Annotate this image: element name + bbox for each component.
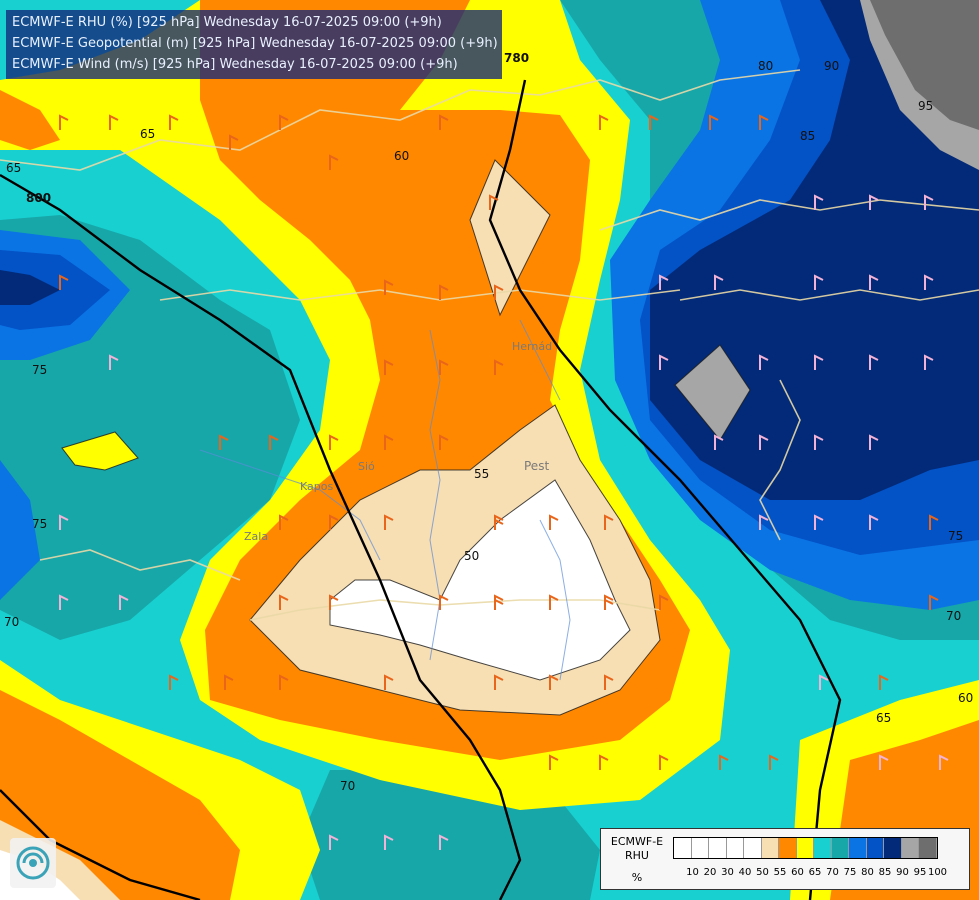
contour-label-70-a: 70: [4, 615, 19, 629]
legend-tick-label: 95: [913, 867, 927, 878]
contour-label-60-b: 60: [958, 691, 973, 705]
river-label-sio: Sió: [358, 460, 375, 473]
contour-label-65-c: 65: [876, 711, 891, 725]
contour-label-75-a: 75: [32, 363, 47, 377]
contour-label-70-c: 70: [946, 609, 961, 623]
contour-label-55: 55: [474, 467, 489, 481]
legend-swatch: [884, 838, 902, 858]
legend-tick-label: 10: [686, 867, 699, 878]
legend-swatch: [744, 838, 762, 858]
legend-swatches: [673, 837, 938, 859]
contour-label-65-a: 65: [140, 127, 155, 141]
contour-label-70-b: 70: [340, 779, 355, 793]
legend-swatch: [849, 838, 867, 858]
header-geopotential-title: ECMWF-E Geopotential (m) [925 hPa] Wedne…: [12, 36, 498, 51]
legend-ticks: 10 20 30 40 50 55 60 65 70 75 80 85 90 95 100: [673, 867, 969, 881]
header-wind-title: ECMWF-E Wind (m/s) [925 hPa] Wednesday 1…: [12, 57, 458, 72]
legend-tick-label: 60: [791, 867, 804, 878]
legend-swatch: [919, 838, 937, 858]
legend-swatch: [761, 838, 779, 858]
legend-tick-label: 85: [878, 867, 892, 878]
ecmwf-logo-icon: [10, 838, 56, 888]
legend-title: ECMWF-E RHU: [605, 835, 669, 863]
geopotential-label-800: 800: [26, 191, 51, 205]
legend-tick-label: 50: [756, 867, 769, 878]
legend-swatch: [814, 838, 832, 858]
legend-swatch: [726, 838, 744, 858]
geopotential-780-line: [488, 79, 842, 900]
legend-tick-label: 20: [703, 867, 717, 878]
legend-tick-label: 100: [927, 867, 948, 878]
river-label-zala: Zala: [244, 530, 268, 543]
legend-tick-label: 30: [721, 867, 734, 878]
legend-swatch: [691, 838, 709, 858]
contour-label-65-b: 65: [6, 161, 21, 175]
legend-tick-label: 55: [773, 867, 787, 878]
rhu-60-south-fill: [0, 690, 240, 900]
legend-tick-label: 65: [808, 867, 822, 878]
city-label-pest: Pest: [524, 459, 549, 473]
geopotential-label-780: 780: [504, 51, 529, 65]
map-header: ECMWF-E RHU (%) [925 hPa] Wednesday 16-0…: [6, 10, 502, 79]
legend-swatch: [779, 838, 797, 858]
contour-label-75-b: 75: [32, 517, 47, 531]
geopotential-sw-line: [0, 789, 201, 900]
legend-tick-label: 40: [738, 867, 752, 878]
legend-title-variable: RHU: [625, 849, 649, 862]
rhu-60-west-fill: [0, 90, 60, 150]
contour-label-80: 80: [758, 59, 773, 73]
legend-swatch: [796, 838, 814, 858]
contour-label-50: 50: [464, 549, 479, 563]
contour-label-60-a: 60: [394, 149, 409, 163]
rhu-80-sw-fill: [0, 460, 40, 600]
header-rhu-title: ECMWF-E RHU (%) [925 hPa] Wednesday 16-0…: [12, 15, 442, 30]
contour-label-90: 90: [824, 59, 839, 73]
geopotential-800-line: [0, 173, 522, 900]
rhu-legend: ECMWF-E RHU % 10 20 30 40 50 55 60 65 70 75 80 85 90…: [600, 828, 970, 890]
legend-tick-label: 80: [861, 867, 874, 878]
legend-swatch: [866, 838, 884, 858]
river-label-hernad: Hernád: [512, 340, 552, 353]
rhu-100-ne-fill: [870, 0, 979, 130]
rhu-90-west-fill: [0, 270, 60, 305]
contour-label-95: 95: [918, 99, 933, 113]
contour-label-85: 85: [800, 129, 815, 143]
rhu-50-central-fill: [330, 480, 630, 680]
legend-title-model: ECMWF-E: [610, 835, 664, 848]
legend-unit: %: [631, 871, 643, 884]
contour-label-75-c: 75: [948, 529, 963, 543]
legend-swatch: [901, 838, 919, 858]
legend-swatch: [674, 838, 692, 858]
legend-swatch: [709, 838, 727, 858]
wind-barbs: [59, 114, 949, 850]
river-label-kapos: Kapos: [300, 480, 333, 493]
legend-swatch: [831, 838, 849, 858]
legend-tick-label: 75: [843, 867, 857, 878]
rhu-65-small-fill: [62, 432, 138, 470]
legend-tick-label: 70: [826, 867, 839, 878]
legend-tick-label: 90: [896, 867, 909, 878]
